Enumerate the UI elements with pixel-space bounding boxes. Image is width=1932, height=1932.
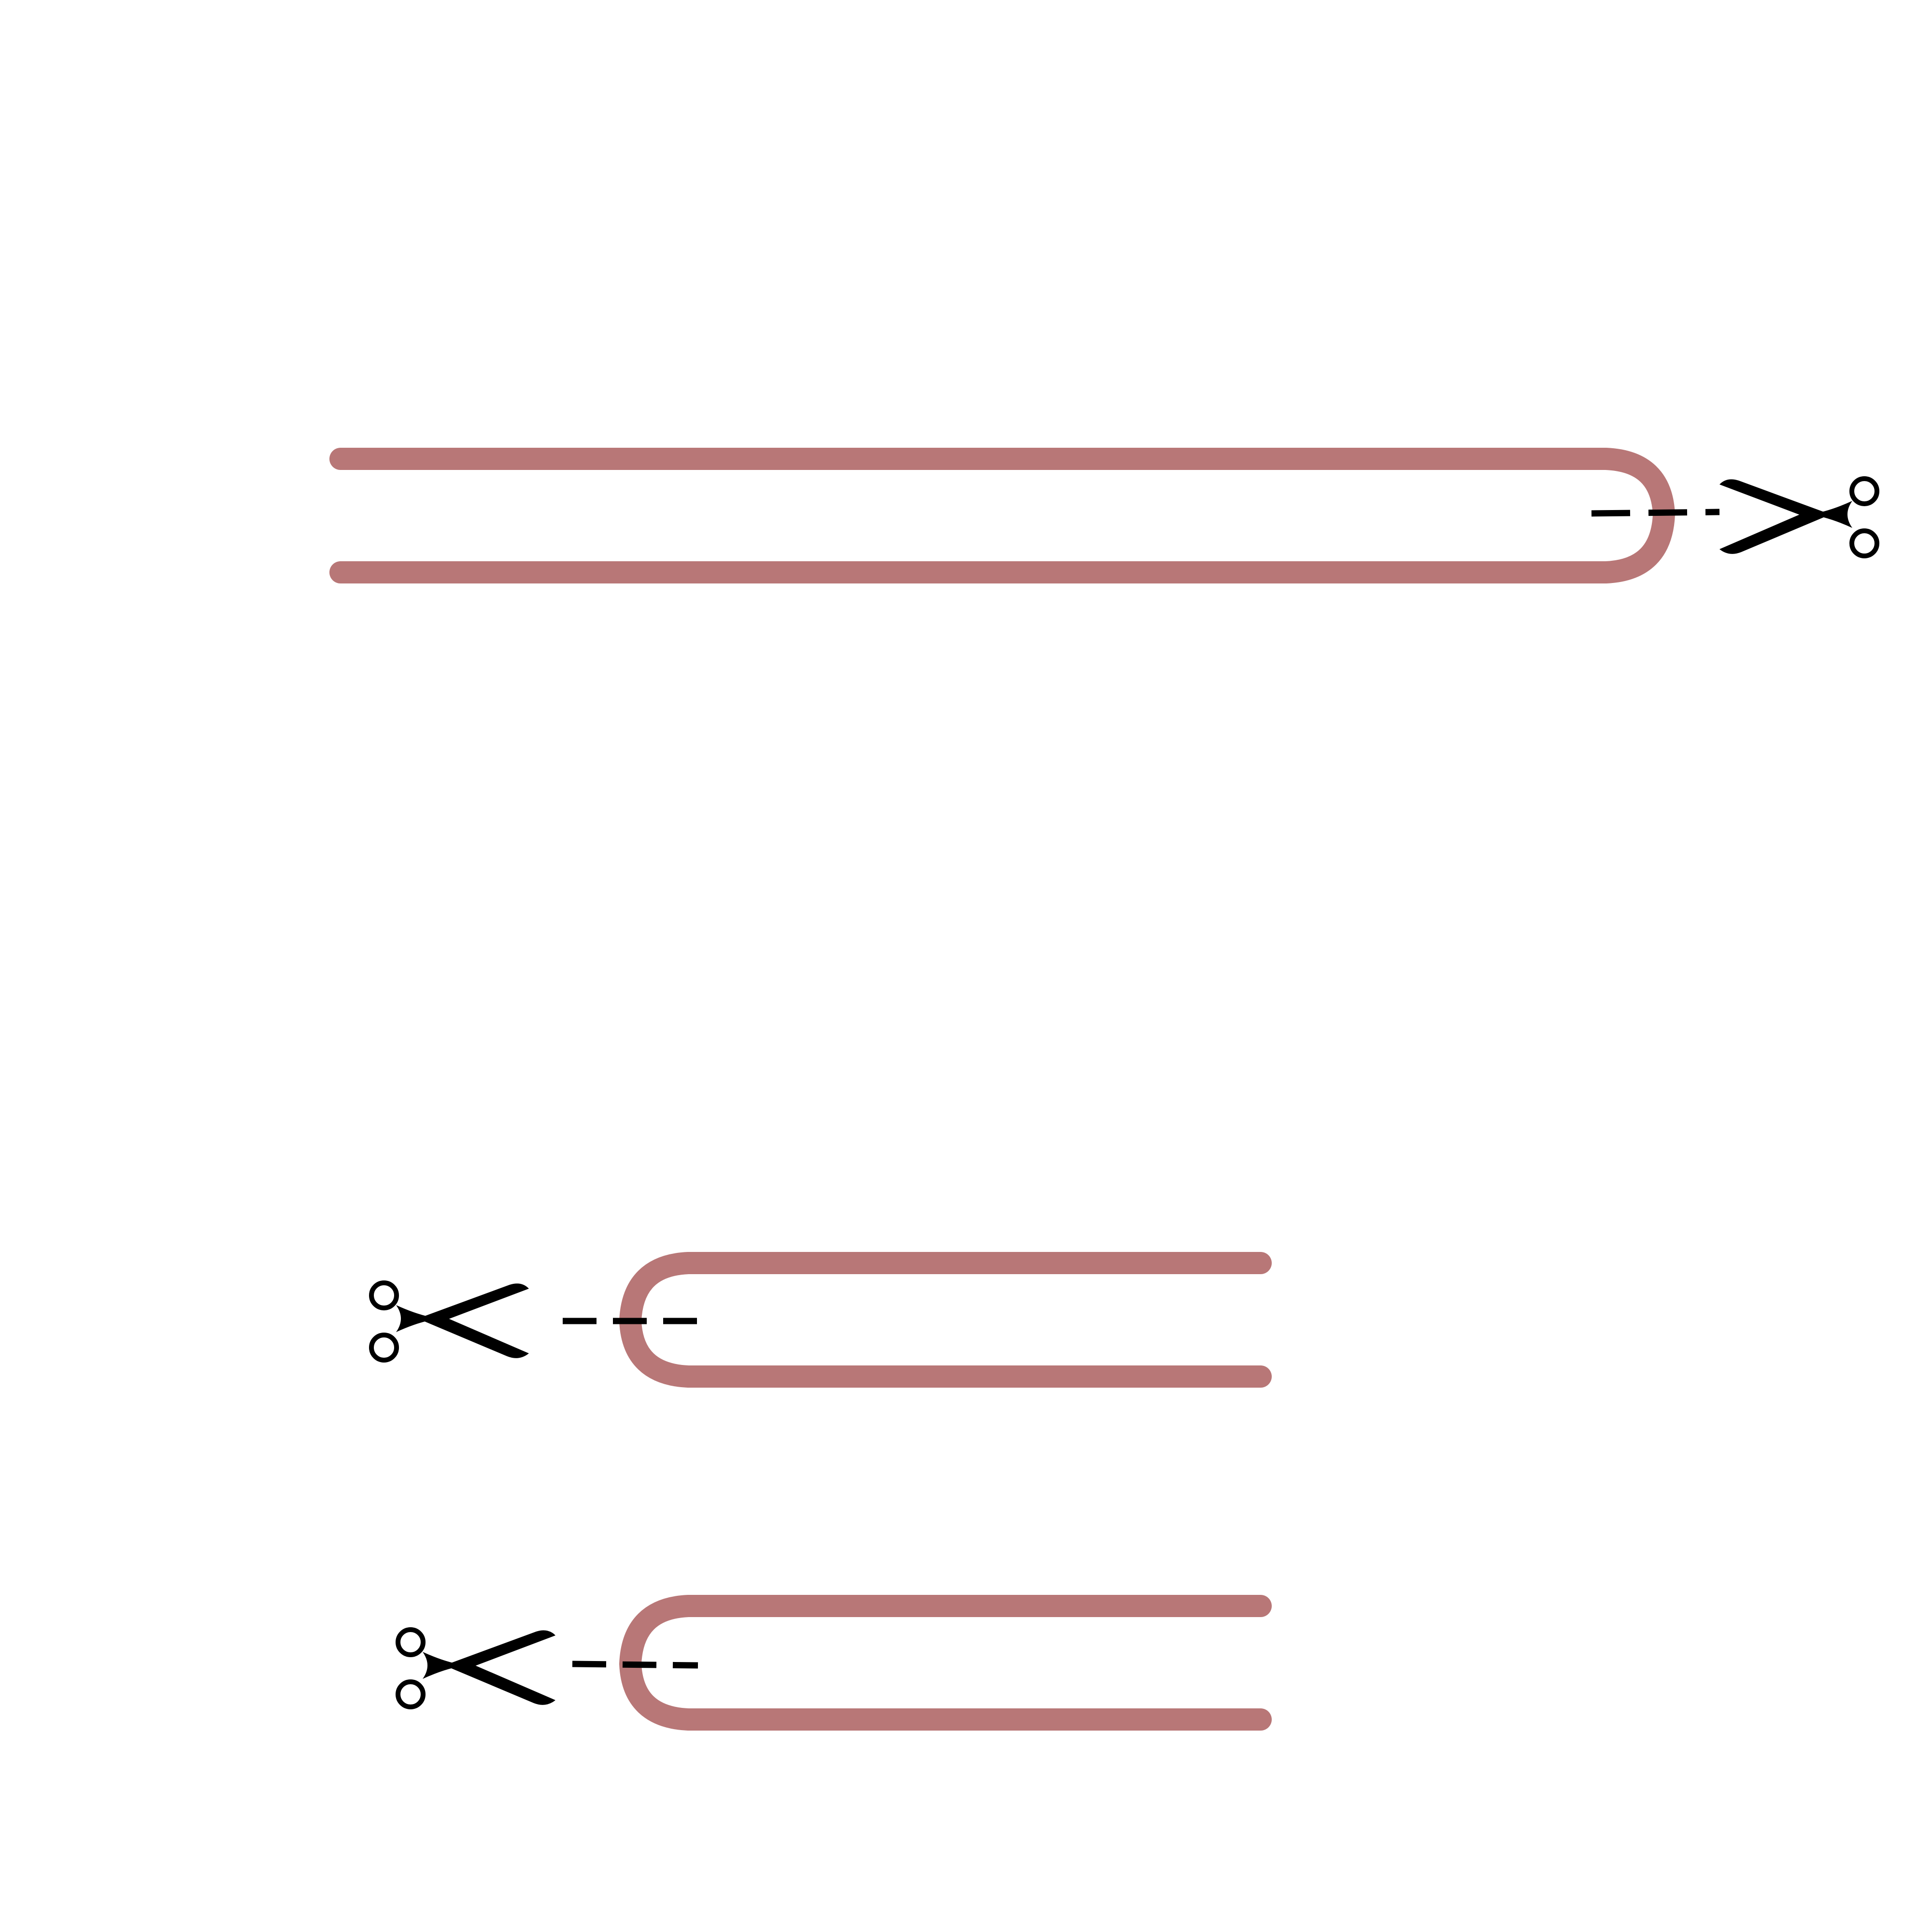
scissors-lower-handle: [396, 1679, 426, 1709]
scissors-pivot: [1809, 501, 1852, 528]
scissors-icon: [396, 1627, 555, 1709]
long-folded-strip: [329, 448, 1879, 583]
folded-strip-loop: [619, 1595, 1272, 1731]
scissors-pivot: [423, 1652, 466, 1679]
scissors-upper-blade: [444, 1630, 555, 1669]
dashed-cut-line: [572, 1661, 698, 1669]
scissors-lower-blade: [444, 1662, 555, 1705]
scissors-lower-handle: [1849, 528, 1879, 558]
scissors-upper-handle: [396, 1627, 426, 1657]
short-folded-strip-2: [396, 1595, 1272, 1731]
scissors-lower-handle: [369, 1333, 399, 1363]
scissors-pivot: [396, 1305, 440, 1332]
scissors-icon: [1719, 476, 1879, 558]
scissors-lower-blade: [418, 1315, 529, 1358]
short-folded-strip-1: [369, 1252, 1272, 1388]
scissors-icon: [369, 1280, 529, 1363]
dashed-cut-line: [1591, 509, 1720, 517]
folded-strip-loop: [619, 1252, 1272, 1388]
scissors-upper-blade: [1719, 479, 1831, 518]
scissors-upper-handle: [1849, 476, 1879, 506]
scissors-lower-blade: [1719, 511, 1831, 554]
scissors-upper-handle: [369, 1280, 399, 1310]
folded-strip-loop: [329, 448, 1675, 583]
scissors-upper-blade: [418, 1283, 529, 1322]
